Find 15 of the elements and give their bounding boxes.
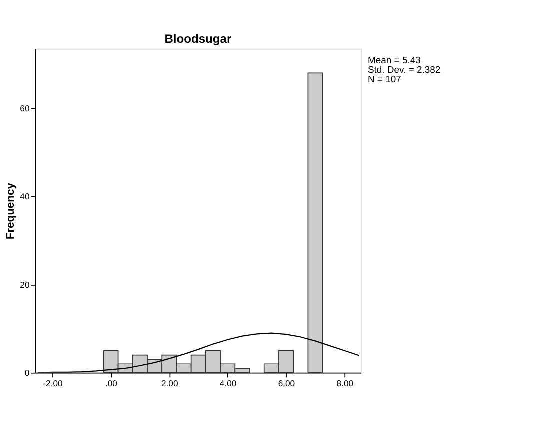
- x-tick-label: 2.00: [161, 378, 178, 388]
- y-tick-label: 20: [20, 280, 30, 290]
- y-tick-label: 0: [24, 368, 30, 378]
- x-tick-label: -2.00: [43, 378, 64, 388]
- y-tick-label: 60: [20, 103, 30, 114]
- text: Mean = 5.43: [368, 56, 421, 67]
- x-tick-label: 6.00: [278, 378, 296, 388]
- y-tick-label: 40: [20, 192, 30, 202]
- y-axis-title: Frequency: [5, 182, 18, 240]
- x-tick-label: 4.00: [220, 378, 237, 388]
- x-tick-label: 8.00: [336, 378, 354, 388]
- text: Std. Dev. = 2.382: [368, 65, 441, 76]
- x-tick-label: .00: [105, 378, 118, 388]
- chart-title: Bloodsugar: [164, 32, 232, 46]
- text: N = 107: [368, 74, 402, 86]
